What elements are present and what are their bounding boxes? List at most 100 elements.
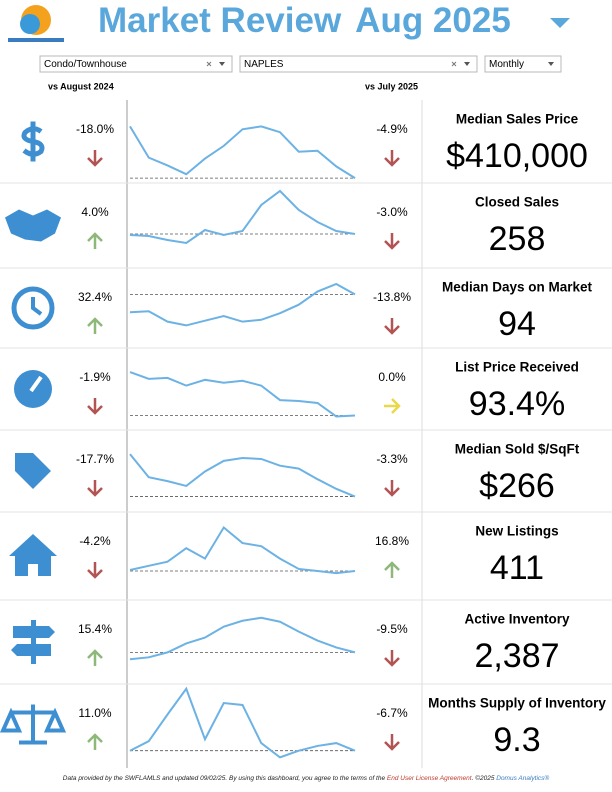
metric-row: -4.2% 16.8% New Listings 411 (0, 511, 612, 587)
period: Aug 2025 (355, 1, 511, 40)
icon (11, 286, 55, 330)
mom-change: -4.9% (376, 122, 408, 136)
metric-row: -17.7% -3.3% Median Sold $/SqFt $266 (0, 429, 612, 505)
metric-label: Closed Sales (475, 195, 559, 210)
mom-change: -13.8% (373, 290, 411, 304)
trend-arrow (87, 317, 103, 334)
sparkline (129, 616, 356, 661)
footer: Data provided by the SWFLAMLS and update… (63, 774, 550, 782)
logo (8, 5, 64, 42)
trend-arrow (384, 561, 400, 578)
trend-arrow (87, 232, 103, 249)
title: Market Review (98, 1, 342, 40)
metric-label: Months Supply of Inventory (428, 696, 606, 711)
trend-arrow (384, 734, 400, 751)
metric-row: 32.4% -13.8% Median Days on Market 94 (0, 267, 612, 343)
yoy-change: 32.4% (78, 290, 112, 304)
yoy-change: 4.0% (81, 205, 109, 219)
metric-row: 11.0% -6.7% Months Supply of Inventory 9.3 (0, 683, 612, 759)
metric-value: 93.4% (469, 385, 565, 423)
yoy-change: 15.4% (78, 622, 112, 636)
yoy-change: -18.0% (76, 122, 114, 136)
metric-value: 258 (489, 220, 546, 258)
icon (9, 534, 57, 576)
logo-wave (20, 14, 40, 34)
filter-select[interactable] (484, 55, 562, 73)
trend-arrow (87, 398, 103, 415)
trend-arrow (87, 480, 103, 497)
sparkline (129, 282, 356, 327)
trend-arrow (384, 150, 400, 167)
column-header: vs August 2024 (48, 81, 114, 91)
clear-button[interactable] (451, 61, 457, 67)
dropdown-caret[interactable] (464, 62, 470, 66)
trend-arrow (87, 150, 103, 167)
filter-value: Monthly (489, 59, 524, 70)
icon (11, 626, 55, 656)
column-header: vs July 2025 (365, 81, 418, 91)
header-title: Market Review Aug 2025 (98, 1, 511, 40)
filters: Condo/Townhouse NAPLES Monthly (39, 55, 562, 73)
eula-link[interactable]: End User License Agreement (387, 775, 473, 782)
logo-text (8, 38, 64, 42)
metric-value: $410,000 (446, 137, 588, 175)
trend-arrow (87, 733, 103, 750)
dropdown-caret[interactable] (219, 62, 225, 66)
metric-value: 94 (498, 305, 536, 343)
metric-value: $266 (479, 467, 555, 505)
metric-label: List Price Received (455, 360, 579, 375)
sparkline (129, 371, 356, 418)
metric-row: 4.0% -3.0% Closed Sales 258 (0, 182, 612, 258)
footer-text: Data provided by the SWFLAMLS and update… (63, 775, 387, 782)
mom-change: 0.0% (378, 370, 406, 384)
metric-value: 2,387 (474, 637, 559, 675)
metric-label: Median Sold $/SqFt (455, 442, 580, 457)
sparkline (129, 125, 356, 179)
mom-change: -3.0% (376, 205, 408, 219)
mom-change: -3.3% (376, 452, 408, 466)
filter-select[interactable] (39, 55, 233, 73)
metric-row: -1.9% 0.0% List Price Received 93.4% (0, 347, 612, 423)
metric-row: 15.4% -9.5% Active Inventory 2,387 (0, 599, 612, 675)
yoy-change: -17.7% (76, 452, 114, 466)
metric-label: New Listings (475, 524, 558, 539)
clear-button[interactable] (206, 61, 212, 67)
metric-label: Active Inventory (464, 612, 570, 627)
dropdown-caret[interactable] (548, 62, 554, 66)
trend-arrow (384, 398, 401, 414)
brand-link[interactable]: Domus Analytics® (496, 774, 549, 782)
filter-select[interactable] (239, 55, 478, 73)
trend-arrow (384, 318, 400, 335)
icon (29, 375, 43, 393)
icon (31, 297, 43, 316)
filter-value: Condo/Townhouse (44, 59, 127, 70)
mom-change: -9.5% (376, 622, 408, 636)
metric-value: 411 (490, 549, 544, 587)
metric-label: Median Sales Price (456, 112, 579, 127)
sparkline (129, 453, 356, 498)
sparkline (129, 526, 356, 575)
icon (0, 704, 67, 745)
trend-arrow (384, 650, 400, 667)
yoy-change: 11.0% (78, 706, 111, 720)
footer-text: . ©2025 (472, 774, 497, 782)
metric-rows: -18.0% -4.9% Median Sales Price $410,000 4.0… (0, 112, 612, 759)
sparkline (129, 189, 356, 245)
metric-row: -18.0% -4.9% Median Sales Price $410,000 (21, 112, 588, 179)
trend-arrow (87, 562, 103, 579)
trend-arrow (384, 480, 400, 497)
trend-arrow (87, 649, 103, 666)
yoy-change: -4.2% (79, 534, 111, 548)
icon (5, 209, 61, 242)
metric-label: Median Days on Market (442, 280, 593, 295)
trend-arrow (384, 233, 400, 250)
icon (21, 121, 45, 162)
filter-value: NAPLES (244, 59, 284, 70)
mom-change: 16.8% (375, 534, 409, 548)
icon (15, 453, 51, 489)
metric-value: 9.3 (493, 721, 540, 759)
mom-change: -6.7% (376, 706, 408, 720)
sparkline (129, 686, 356, 759)
period-dropdown[interactable] (550, 18, 570, 28)
icon (31, 620, 36, 664)
